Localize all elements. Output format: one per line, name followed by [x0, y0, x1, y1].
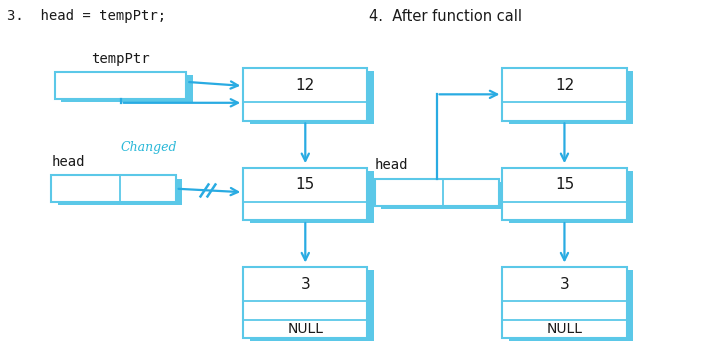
Text: 3.  head = tempPtr;: 3. head = tempPtr;: [7, 9, 166, 23]
Text: 4.  After function call: 4. After function call: [369, 9, 522, 24]
Text: 3: 3: [559, 277, 569, 292]
FancyBboxPatch shape: [243, 168, 368, 220]
FancyBboxPatch shape: [503, 68, 627, 120]
FancyBboxPatch shape: [503, 168, 627, 220]
Text: Changed: Changed: [121, 141, 178, 154]
FancyBboxPatch shape: [58, 179, 182, 205]
Text: 15: 15: [555, 177, 574, 192]
FancyBboxPatch shape: [55, 72, 186, 99]
Text: tempPtr: tempPtr: [92, 52, 150, 66]
FancyBboxPatch shape: [243, 267, 368, 338]
Text: 12: 12: [555, 78, 574, 93]
FancyBboxPatch shape: [509, 71, 633, 124]
FancyBboxPatch shape: [375, 179, 498, 205]
Text: 15: 15: [295, 177, 315, 192]
Text: 12: 12: [295, 78, 315, 93]
FancyBboxPatch shape: [250, 271, 374, 341]
Text: NULL: NULL: [288, 322, 323, 336]
Text: NULL: NULL: [547, 322, 582, 336]
FancyBboxPatch shape: [509, 271, 633, 341]
Text: head: head: [52, 155, 85, 169]
FancyBboxPatch shape: [250, 171, 374, 224]
Text: head: head: [375, 158, 408, 172]
Text: 3: 3: [300, 277, 310, 292]
FancyBboxPatch shape: [243, 68, 368, 120]
FancyBboxPatch shape: [250, 71, 374, 124]
FancyBboxPatch shape: [52, 176, 176, 202]
FancyBboxPatch shape: [503, 267, 627, 338]
FancyBboxPatch shape: [62, 75, 193, 102]
FancyBboxPatch shape: [509, 171, 633, 224]
FancyBboxPatch shape: [381, 182, 506, 209]
